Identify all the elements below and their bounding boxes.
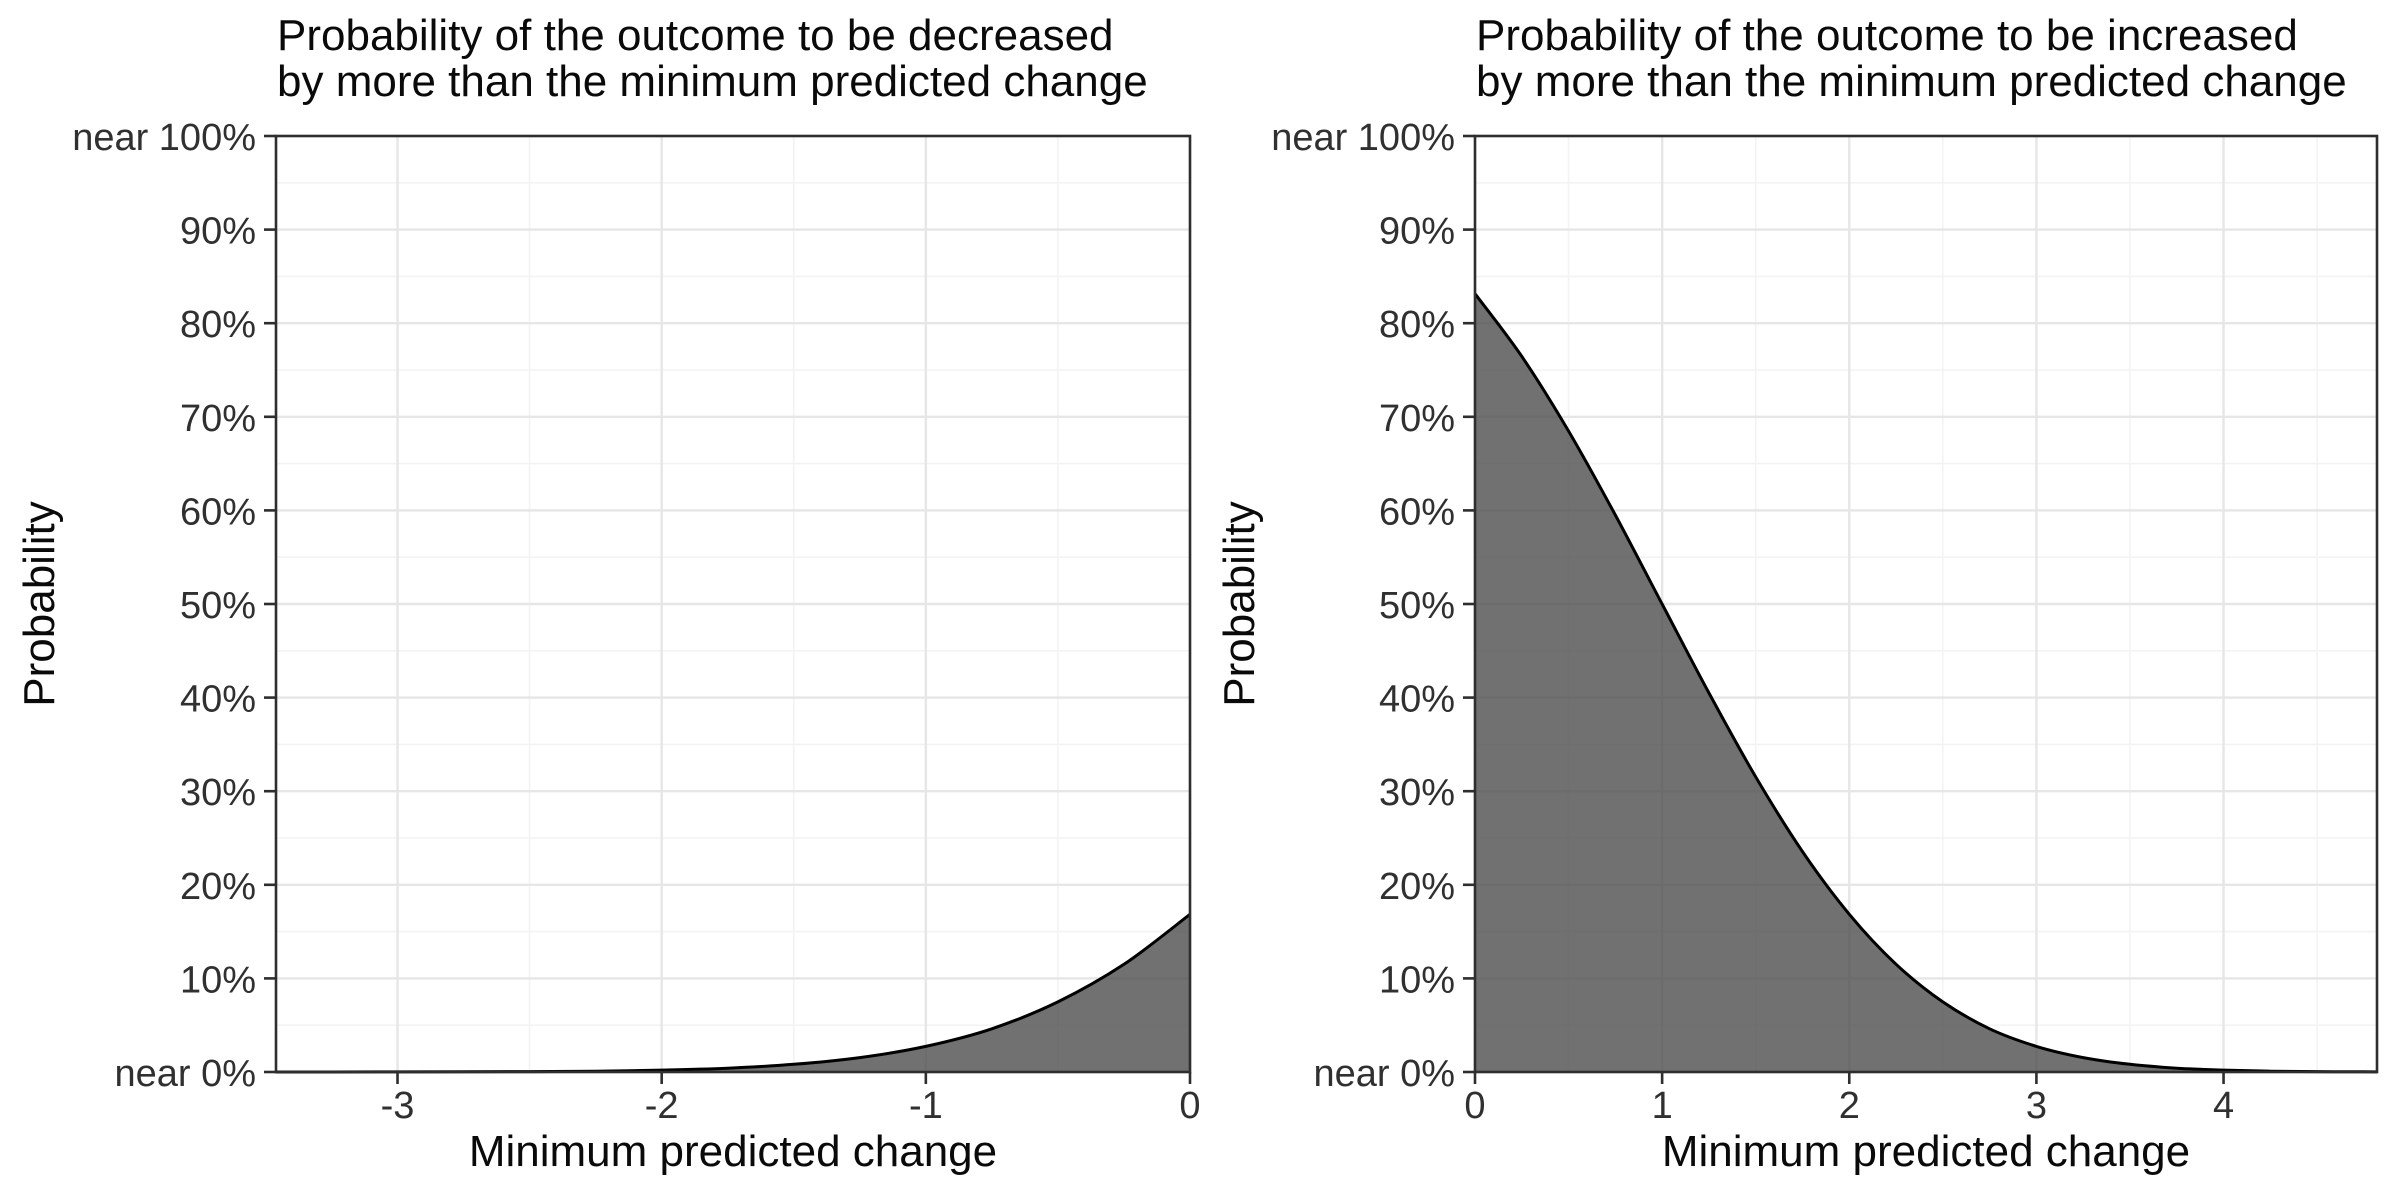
y-tick-label: near 0% [1313,1053,1455,1095]
y-tick-label: 20% [180,866,256,908]
x-tick-label: 0 [1464,1085,1485,1127]
decrease-probability-chart: Probability of the outcome to be decreas… [15,11,1200,1176]
y-tick-label: near 0% [114,1053,256,1095]
increase-chart-svg: Probability of the outcome to be increas… [1215,11,2379,1176]
y-tick-label: 90% [1379,211,1455,253]
y-tick-label: 80% [1379,304,1455,346]
chart-title-line-2: by more than the minimum predicted chang… [277,57,1148,106]
chart-title-line-2: by more than the minimum predicted chang… [1476,57,2347,106]
tick-labels: 0 1 2 3 4 near 0% 10% 20% 30% 40% 50% 60% 70% 80% 90% n… [1271,117,2234,1127]
y-tick-label: 40% [180,679,256,721]
y-tick-label: 60% [180,491,256,533]
y-axis-title: Probability [1215,501,1264,706]
x-axis-title: Minimum predicted change [469,1127,997,1176]
x-axis-title: Minimum predicted change [1662,1127,2190,1176]
x-tick-label: 4 [2213,1085,2234,1127]
y-tick-label: 20% [1379,866,1455,908]
y-tick-label: 30% [180,772,256,814]
y-tick-label: near 100% [1271,117,1455,159]
area-fill [276,914,1190,1072]
increase-probability-chart: Probability of the outcome to be increas… [1200,0,2400,1200]
y-tick-label: 90% [180,211,256,253]
y-tick-label: 30% [1379,772,1455,814]
y-tick-label: 40% [1379,679,1455,721]
y-tick-label: 70% [1379,398,1455,440]
chart-title-line-1: Probability of the outcome to be increas… [1476,11,2298,60]
y-tick-label: 10% [1379,959,1455,1001]
y-axis-title: Probability [15,501,64,706]
y-tick-label: 80% [180,304,256,346]
tick-marks [1463,134,2225,1084]
x-tick-label: 1 [1652,1085,1673,1127]
decrease-chart-svg: Probability of the outcome to be decreas… [15,11,1200,1176]
x-tick-label: -3 [381,1085,415,1127]
tick-marks [264,134,1192,1084]
y-tick-label: near 100% [72,117,256,159]
curve-line [1473,292,2378,1074]
tick-labels: -3 -2 -1 0 near 0% 10% 20% 30% 40% 50% 60% 70% 80% 90… [72,117,1200,1127]
y-tick-label: 10% [180,959,256,1001]
area-fill [1475,293,2377,1072]
y-tick-label: 70% [180,398,256,440]
x-tick-label: 2 [1839,1085,1860,1127]
x-tick-label: 0 [1179,1085,1200,1127]
y-tick-label: 50% [180,585,256,627]
chart-title-line-1: Probability of the outcome to be decreas… [277,11,1114,60]
x-tick-label: 3 [2026,1085,2047,1127]
y-tick-label: 60% [1379,491,1455,533]
x-tick-label: -1 [909,1085,943,1127]
x-tick-label: -2 [645,1085,679,1127]
y-tick-label: 50% [1379,585,1455,627]
